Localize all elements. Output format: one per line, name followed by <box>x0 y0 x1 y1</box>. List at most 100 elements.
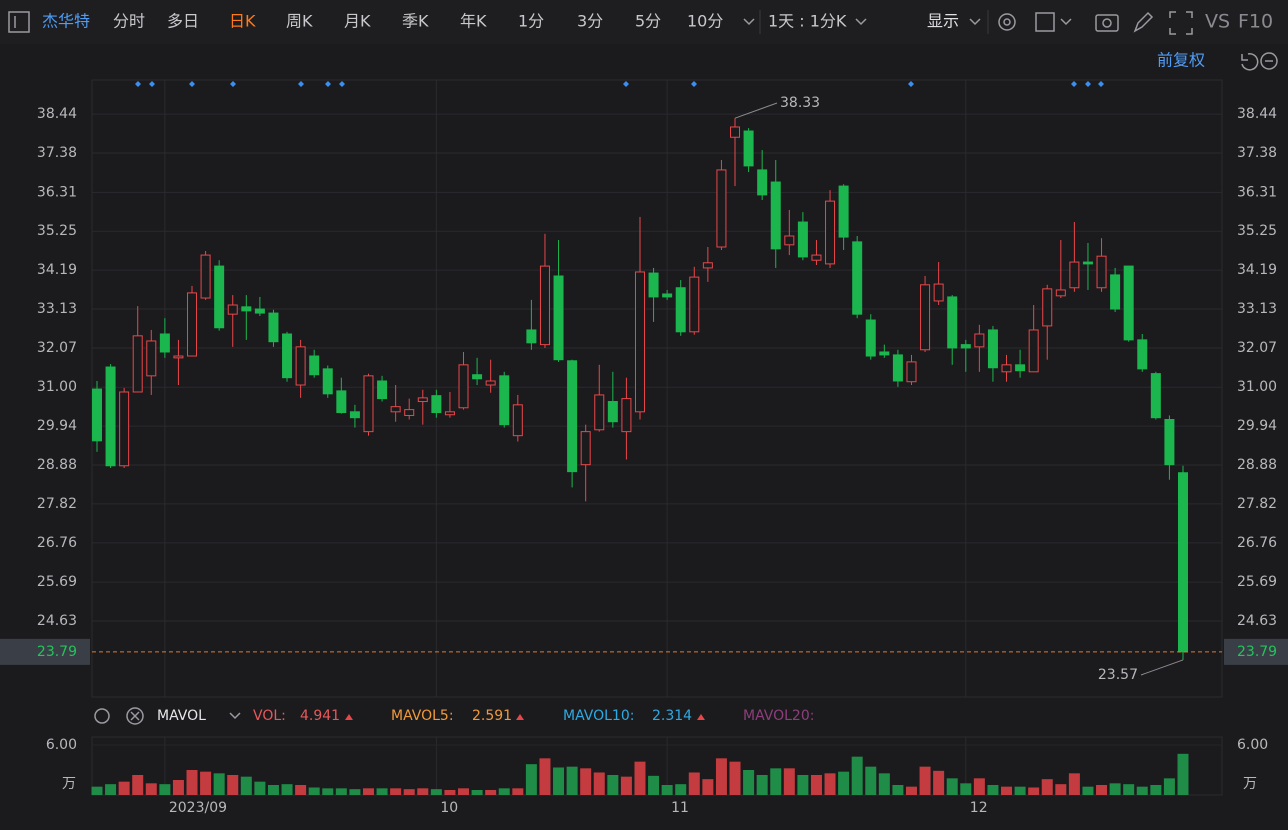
candle-body <box>825 200 836 265</box>
period-tab[interactable]: 月K <box>344 12 371 31</box>
last-price-tag <box>0 638 90 665</box>
candle-body <box>811 254 822 261</box>
screenshot-icon[interactable] <box>1095 14 1119 32</box>
display-chevron[interactable] <box>969 18 981 26</box>
indicator-chevron[interactable] <box>229 712 241 720</box>
period-tab[interactable]: 1分 <box>518 12 544 31</box>
volume-bar <box>254 781 266 795</box>
y-tick-label: 32.07 <box>37 340 77 356</box>
period-tab[interactable]: 年K <box>460 12 487 31</box>
period-tab[interactable]: 季K <box>402 12 429 31</box>
candle-body <box>349 411 360 419</box>
ma20-label: MAVOL20: <box>743 708 814 724</box>
volume-bar <box>702 779 714 795</box>
candle-body <box>1096 255 1107 289</box>
high-annotation: 38.33 <box>780 95 820 111</box>
volume-bar <box>1177 753 1189 795</box>
candle-body <box>417 397 428 403</box>
y-tick-label-right: 26.76 <box>1237 535 1277 551</box>
y-tick-label-right: 29.94 <box>1237 418 1277 434</box>
volume-unit: 万 <box>62 776 76 792</box>
volume-bar <box>838 771 850 795</box>
candle-body <box>1069 261 1080 289</box>
indicator-close-icon[interactable] <box>126 707 144 725</box>
candle-body <box>730 126 741 138</box>
volume-bar <box>1001 786 1013 795</box>
vs-button[interactable]: VS <box>1205 11 1230 33</box>
high-pointer <box>734 102 778 119</box>
volume-bar <box>281 784 293 795</box>
candle-body <box>702 262 713 269</box>
volume-bar <box>471 790 483 795</box>
layout-chevron[interactable] <box>1060 18 1072 26</box>
indicator-close-x <box>130 711 140 721</box>
candle-body <box>214 265 225 329</box>
period-tab[interactable]: 3分 <box>577 12 603 31</box>
volume-bar <box>498 788 510 795</box>
period-tab[interactable]: 多日 <box>167 12 199 31</box>
candle-body <box>662 293 673 298</box>
event-marker[interactable] <box>135 81 1104 87</box>
period-tab[interactable]: 分时 <box>113 12 145 31</box>
volume-bar <box>620 776 632 795</box>
volume-bar <box>1136 786 1148 795</box>
indicator-settings-icon[interactable] <box>94 708 110 724</box>
panel-toggle-icon[interactable] <box>8 11 30 33</box>
adjust-mode[interactable]: 前复权 <box>1157 51 1205 70</box>
layout-icon[interactable] <box>1035 12 1055 32</box>
interval-select[interactable]: 1天 : 1分K <box>768 12 847 31</box>
x-tick-label: 12 <box>970 800 988 816</box>
stock-name[interactable]: 杰华特 <box>42 12 90 31</box>
candle-body <box>675 287 686 333</box>
more-periods-chevron[interactable] <box>743 18 755 26</box>
volume-bar <box>797 775 809 795</box>
candle-body <box>621 398 632 433</box>
low-annotation: 23.57 <box>1098 667 1138 683</box>
candle-body <box>580 431 591 466</box>
volume-bar <box>987 785 999 795</box>
volume-bar <box>593 772 605 795</box>
period-tab[interactable]: 周K <box>286 12 313 31</box>
y-tick-label: 25.69 <box>37 574 77 590</box>
volume-bar <box>743 770 755 795</box>
volume-bar <box>91 786 103 795</box>
y-tick-label: 33.13 <box>37 301 77 317</box>
volume-bar <box>580 768 592 795</box>
volume-bar <box>227 775 239 795</box>
candle-body <box>187 292 198 357</box>
candle-body <box>933 283 944 302</box>
period-tab[interactable]: 10分 <box>687 12 723 31</box>
candle-body <box>1015 364 1026 372</box>
up-arrow <box>516 714 524 720</box>
candle-body <box>119 391 130 467</box>
volume-bar <box>1163 778 1175 795</box>
candle-body <box>1110 274 1121 310</box>
settings-icon[interactable] <box>998 13 1016 31</box>
last-price-label-right: 23.79 <box>1237 644 1277 660</box>
volume-bar <box>566 766 578 795</box>
volume-bar <box>892 785 904 795</box>
candle-body <box>458 364 469 409</box>
candle-body <box>336 390 347 414</box>
period-tab[interactable]: 5分 <box>635 12 661 31</box>
candle-body <box>567 360 578 473</box>
settings-icon-core <box>1003 18 1011 26</box>
candle-body <box>634 271 645 413</box>
volume-bar <box>553 767 565 795</box>
candle-body <box>757 169 768 196</box>
period-tab[interactable]: 日K <box>229 12 256 31</box>
candle-body <box>879 351 890 356</box>
interval-chevron[interactable] <box>855 18 867 26</box>
candle-body <box>146 340 157 377</box>
indicator-name[interactable]: MAVOL <box>157 708 206 724</box>
candle-body <box>553 275 564 361</box>
candle-body <box>539 265 550 346</box>
volume-bar <box>1055 784 1067 795</box>
zoom-out-icon[interactable] <box>1260 52 1278 70</box>
fullscreen-icon[interactable] <box>1169 11 1193 35</box>
draw-icon[interactable] <box>1133 11 1154 33</box>
reset-icon[interactable] <box>1241 53 1259 71</box>
f10-button[interactable]: F10 <box>1238 11 1273 33</box>
candle-body <box>499 375 510 426</box>
display-menu[interactable]: 显示 <box>927 12 959 31</box>
